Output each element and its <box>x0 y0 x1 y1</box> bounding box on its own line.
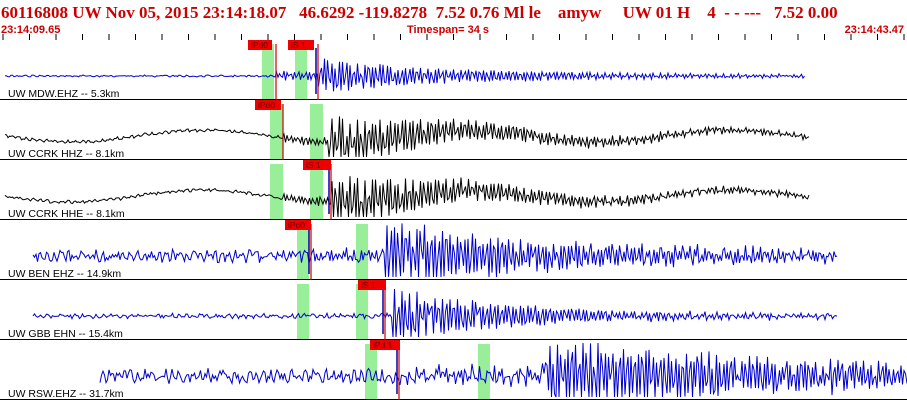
pick-flag[interactable]: iPd0 <box>248 40 272 50</box>
waveform-trace <box>5 59 805 92</box>
waveform-trace <box>5 176 809 217</box>
pick-flag[interactable]: iPd0 <box>255 100 281 110</box>
travel-time-window <box>297 224 309 279</box>
travel-time-window <box>310 164 323 219</box>
trace-panel-row[interactable]: iPd0 UW CCRK HHZ -- 8.1km <box>0 100 907 160</box>
trace-panel-row[interactable]: iPd0 iS 1 UW MDW.EHZ -- 5.3km <box>0 40 907 100</box>
pick-phase-label: iS 1 <box>291 40 306 50</box>
waveform-trace <box>100 343 907 397</box>
pick-flag[interactable]: iS 1 <box>303 160 331 170</box>
travel-time-window <box>356 284 368 339</box>
station-label: UW GBB EHN -- 15.4km <box>8 328 123 340</box>
pick-phase-label: iPd 1 <box>373 340 393 350</box>
travel-time-window <box>270 104 283 159</box>
station-label: UW MDW.EHZ -- 5.3km <box>8 88 120 100</box>
travel-time-window <box>295 44 307 99</box>
pick-phase-label: iS 1 <box>361 280 376 290</box>
trace-panel-row[interactable]: iPd 1 UW RSW.EHZ -- 31.7km <box>0 340 907 400</box>
pick-flag[interactable]: iPd 1 <box>370 340 400 350</box>
station-label: UW CCRK HHZ -- 8.1km <box>8 148 124 160</box>
pick-phase-label: iPd0 <box>258 100 275 110</box>
waveform-trace <box>33 289 837 337</box>
pick-phase-label: iS 1 <box>306 160 321 170</box>
station-label: UW CCRK HHE -- 8.1km <box>8 208 125 220</box>
pick-phase-label: iPd0 <box>251 40 268 50</box>
station-label: UW BEN EHZ -- 14.9km <box>8 268 121 280</box>
trace-panel[interactable]: iPd0 iS 1 UW MDW.EHZ -- 5.3km iPd0 UW CCRK H… <box>0 40 907 400</box>
trace-panel-row[interactable]: iPd0 UW BEN EHZ -- 14.9km <box>0 220 907 280</box>
station-label: UW RSW.EHZ -- 31.7km <box>8 388 124 400</box>
waveform-trace <box>5 116 809 157</box>
trace-panel-row[interactable]: iS 1 UW GBB EHN -- 15.4km <box>0 280 907 340</box>
waveform-trace <box>33 223 837 277</box>
pick-flag[interactable]: iPd0 <box>285 220 311 230</box>
pick-flag[interactable]: iS 1 <box>358 280 386 290</box>
pick-phase-label: iPd0 <box>288 220 305 230</box>
travel-time-window <box>297 284 309 339</box>
travel-time-window <box>262 44 274 99</box>
trace-panel-row[interactable]: iS 1 UW CCRK HHE -- 8.1km <box>0 160 907 220</box>
pick-flag[interactable]: iS 1 <box>288 40 314 50</box>
travel-time-window <box>270 164 283 219</box>
travel-time-window <box>310 104 323 159</box>
event-title: 60116808 UW Nov 05, 2015 23:14:18.07 46.… <box>1 1 906 25</box>
